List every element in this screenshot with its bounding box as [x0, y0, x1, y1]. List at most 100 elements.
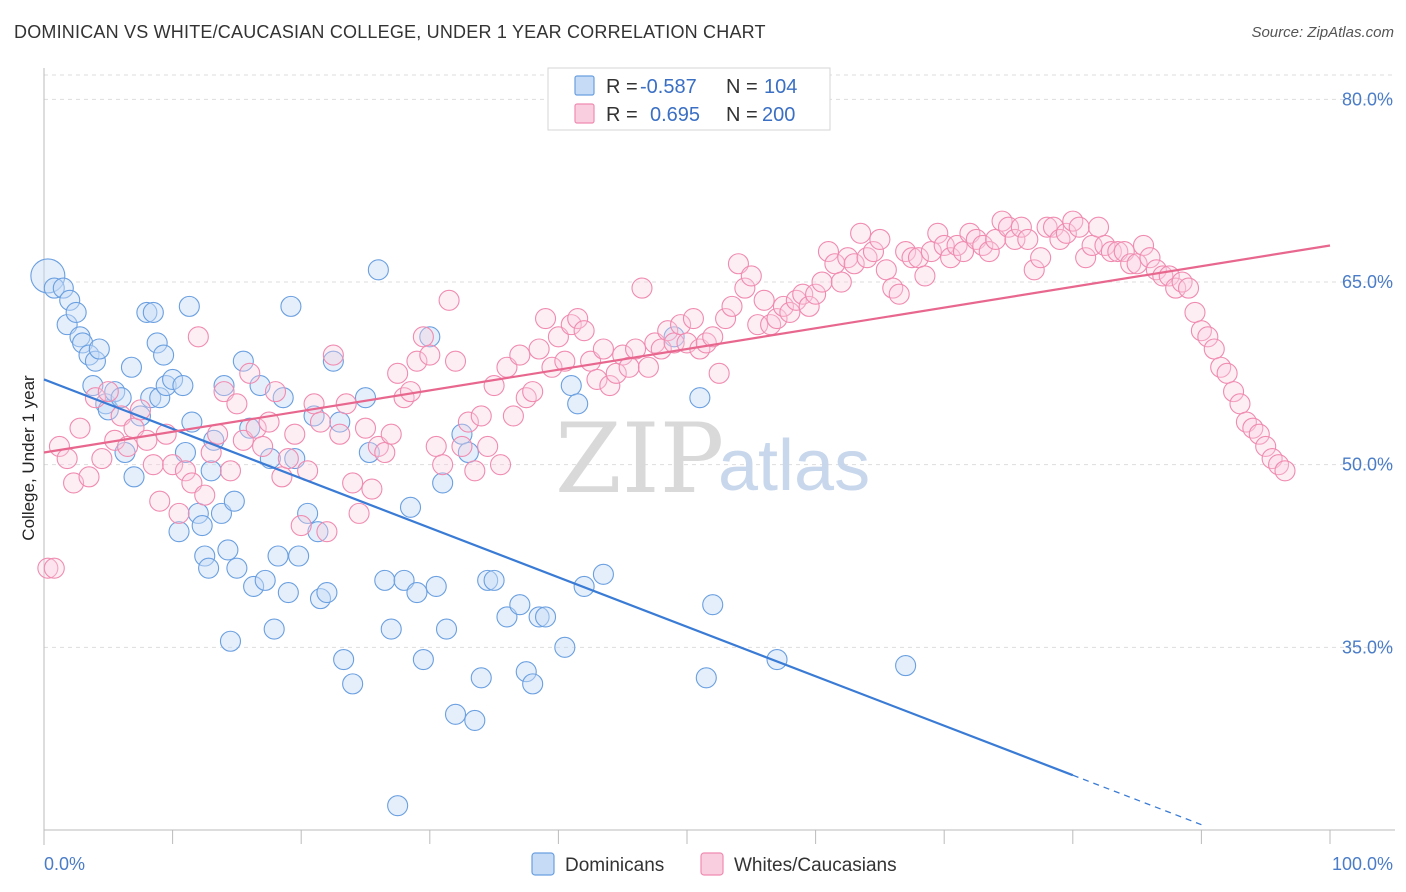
dominican-point [432, 472, 454, 494]
dominican-point [56, 314, 78, 336]
white-point [502, 405, 524, 427]
y-tick-label: 50.0% [1342, 455, 1393, 475]
bottom-legend-swatch-whites [700, 852, 724, 876]
white-point [888, 283, 910, 305]
white-point [1087, 216, 1110, 238]
white-point [1165, 277, 1187, 299]
dominican-point [153, 344, 175, 366]
white-point [1248, 423, 1270, 445]
white-point [805, 283, 827, 305]
dominican-point [367, 259, 389, 281]
white-point [387, 362, 409, 384]
dominican-point [277, 581, 299, 604]
white-point [715, 307, 737, 330]
dominican-point [399, 496, 422, 518]
white-point [252, 435, 274, 457]
x-tick-label: 100.0% [1332, 854, 1393, 874]
white-point [470, 405, 492, 427]
white-point [882, 277, 904, 299]
white-point [1062, 210, 1084, 232]
dominican-point [483, 569, 505, 591]
white-point [567, 307, 589, 330]
legend-r-value-1: -0.587 [640, 76, 697, 98]
white-point [1242, 417, 1264, 439]
dominican-point [232, 350, 254, 372]
white-point [798, 295, 820, 317]
dominican-point [695, 667, 717, 689]
white-point [464, 460, 486, 482]
white-point [1203, 338, 1225, 360]
y-tick-label: 65.0% [1342, 272, 1393, 292]
white-point [1049, 228, 1071, 250]
dominican-point [280, 295, 302, 317]
dominican-point [387, 795, 409, 817]
y-axis-label: College, Under 1 year [19, 375, 38, 541]
white-point [721, 295, 743, 317]
white-point [1068, 216, 1090, 238]
white-point [207, 423, 229, 445]
white-point [1268, 454, 1290, 476]
white-point [1100, 241, 1122, 263]
legend-swatch-whites [574, 103, 595, 124]
white-point [1171, 271, 1193, 293]
dominican-point [65, 301, 87, 324]
watermark: ZIP atlas [555, 403, 870, 515]
dominican-point [200, 460, 222, 482]
white-point [1132, 234, 1155, 257]
dominican-point [444, 703, 467, 725]
white-point [1190, 320, 1212, 342]
watermark-atlas: atlas [718, 426, 870, 506]
dominican-point [88, 338, 110, 360]
axes [43, 68, 1395, 845]
white-point [174, 460, 197, 482]
dominican-point [52, 277, 74, 299]
white-point [412, 326, 434, 348]
dominican-point [470, 667, 492, 689]
white-point [380, 423, 402, 445]
legend-n-value-2: 200 [762, 104, 795, 126]
white-point [162, 454, 184, 476]
dominican-point [303, 405, 325, 427]
white-point [817, 241, 840, 263]
dominican-point [592, 563, 614, 585]
white-point [406, 350, 428, 372]
dominican-point [567, 393, 589, 415]
dominican-point [149, 387, 171, 409]
dominican-point [191, 515, 213, 537]
white-point [322, 344, 344, 366]
legend-n-value-1: 104 [764, 76, 797, 98]
white-point [1184, 301, 1206, 324]
dominican-point [374, 569, 396, 591]
white-point [850, 222, 872, 244]
legend-r-label-2: R = [606, 104, 638, 126]
legend-r-label-1: R = [606, 76, 638, 98]
white-point [1004, 228, 1026, 250]
white-point [444, 350, 467, 372]
white-point [309, 411, 332, 433]
white-point [142, 454, 164, 476]
white-point [219, 460, 242, 482]
white-point [991, 210, 1013, 232]
white-point [586, 368, 608, 390]
white-point [644, 332, 666, 354]
x-tick-labels: 0.0% 100.0% [44, 854, 1393, 874]
white-point [37, 557, 59, 579]
white-point [753, 289, 775, 311]
dominican-point [174, 441, 197, 464]
white-point [560, 314, 582, 336]
dominican-point [110, 387, 132, 409]
dominican-point [534, 606, 557, 628]
white-point [136, 429, 158, 451]
dominican-point [560, 374, 582, 397]
white-point [367, 435, 389, 457]
white-point [965, 228, 987, 250]
white-point [766, 307, 788, 330]
dominican-point [223, 490, 245, 512]
white-point [1042, 216, 1065, 238]
white-point [91, 448, 113, 470]
dominican-point [263, 618, 285, 640]
white-point [1197, 326, 1219, 348]
dominican-point [120, 356, 142, 378]
dominican-point [307, 521, 329, 543]
white-point [772, 295, 795, 317]
